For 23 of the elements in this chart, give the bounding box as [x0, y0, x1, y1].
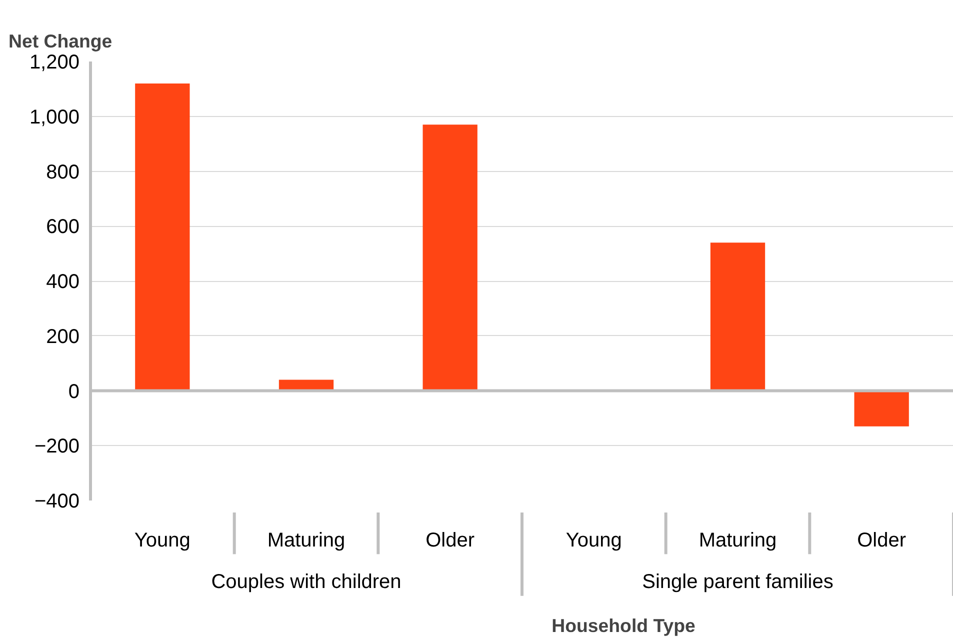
x-tick-label: Older — [857, 529, 906, 552]
y-tick-label: 1,200 — [29, 52, 80, 74]
x-tick-label: Maturing — [698, 529, 777, 552]
y-tick-label: −200 — [34, 436, 80, 458]
y-tick-label: −400 — [34, 490, 80, 512]
y-tick-label: 400 — [46, 271, 80, 293]
text: Couples with children — [211, 570, 402, 593]
x-axis-title: Household Type — [552, 615, 696, 636]
y-tick-label: 0 — [68, 380, 80, 403]
bar — [854, 390, 909, 426]
x-tick-label: Young — [566, 529, 622, 552]
x-tick-label: Older — [426, 529, 475, 552]
x-tick-label: Young — [134, 529, 190, 552]
bar — [135, 83, 190, 391]
y-tick-label: 800 — [46, 161, 80, 184]
y-tick-label: 1,000 — [29, 106, 80, 128]
bar — [710, 242, 766, 391]
y-tick-label: 200 — [46, 326, 80, 348]
y-tick-label: 600 — [46, 216, 80, 238]
bar — [422, 124, 478, 391]
y-axis-title: Net Change — [8, 30, 112, 52]
x-tick-label: Maturing — [267, 529, 346, 552]
text: Single parent families — [642, 570, 834, 593]
